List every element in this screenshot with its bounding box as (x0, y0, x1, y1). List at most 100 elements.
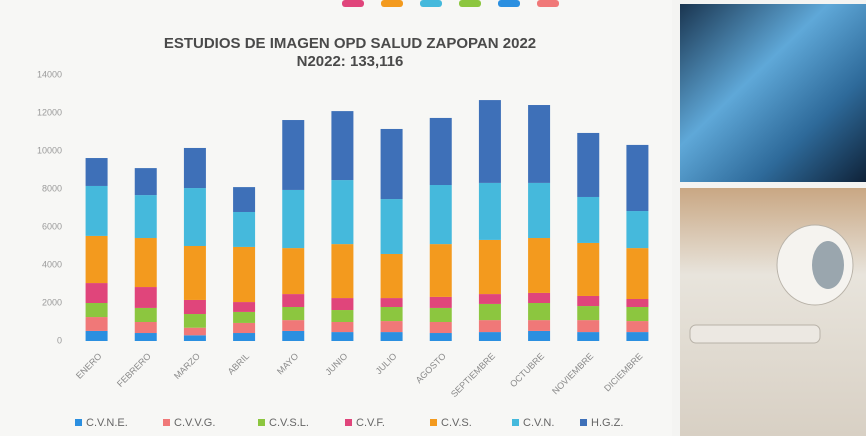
bar-segment (478, 100, 501, 183)
bar-segment (85, 330, 108, 341)
bar-segment (577, 332, 600, 341)
bar-segment (233, 246, 256, 303)
legend-swatch (258, 419, 265, 426)
bar-segment (478, 294, 501, 304)
chart-title: ESTUDIOS DE IMAGEN OPD SALUD ZAPOPAN 202… (164, 35, 536, 52)
bar-segment (134, 333, 157, 341)
bar-segment (528, 303, 551, 321)
ct-photo (680, 188, 866, 436)
bar-segment (134, 307, 157, 322)
ct-bore (812, 241, 844, 289)
bar-segment (331, 332, 354, 341)
bar-segment (331, 298, 354, 311)
bar-segment (626, 248, 649, 300)
legend-label: C.V.V.G. (174, 417, 215, 429)
bar-segment (429, 307, 452, 322)
decor-strip (342, 0, 559, 7)
bar-segment (85, 317, 108, 331)
bar-segment (380, 298, 403, 307)
bar-segment (282, 189, 305, 249)
bar-segment (85, 158, 108, 186)
bar-segment (134, 195, 157, 239)
legend-label: H.G.Z. (591, 417, 623, 429)
y-tick-label: 6000 (42, 221, 62, 231)
bar-segment (85, 235, 108, 284)
mri-photo (680, 4, 866, 182)
bar-segment (626, 332, 649, 341)
legend-swatch (430, 419, 437, 426)
bar-segment (331, 111, 354, 181)
bar-segment (331, 322, 354, 333)
y-tick-label: 4000 (42, 259, 62, 269)
legend-swatch (75, 419, 82, 426)
bar-segment (528, 330, 551, 341)
legend-label: C.V.F. (356, 417, 385, 429)
legend-label: C.V.N.E. (86, 417, 128, 429)
bar-segment (183, 188, 206, 246)
y-tick-label: 12000 (37, 107, 62, 117)
bar-segment (478, 303, 501, 321)
bar-segment (429, 117, 452, 186)
bar-segment (233, 302, 256, 312)
bar-segment (380, 199, 403, 254)
bar-segment (626, 306, 649, 322)
bar-segment (429, 296, 452, 308)
bar-segment (380, 306, 403, 322)
legend-swatch (345, 419, 352, 426)
bar-segment (233, 322, 256, 334)
bar-segment (331, 180, 354, 245)
bar-segment (528, 320, 551, 331)
bar-segment (331, 310, 354, 322)
bar-segment (134, 322, 157, 334)
bar-segment (183, 327, 206, 336)
bar-segment (478, 182, 501, 240)
bar-segment (626, 299, 649, 307)
legend-label: C.V.S.L. (269, 417, 309, 429)
bar-segment (85, 283, 108, 303)
bar-segment (183, 299, 206, 315)
bar-segment (577, 306, 600, 321)
bar-segment (577, 295, 600, 307)
bar-segment (282, 248, 305, 295)
bar-segment (429, 244, 452, 297)
legend-swatch (580, 419, 587, 426)
bar-segment (626, 321, 649, 333)
bar-segment (85, 303, 108, 318)
y-tick-label: 2000 (42, 297, 62, 307)
bar-segment (331, 244, 354, 299)
bar-segment (134, 238, 157, 288)
bar-segment (233, 333, 256, 341)
bar-segment (183, 246, 206, 300)
ct-table (689, 324, 821, 344)
bar-segment (528, 238, 551, 293)
bar-segment (429, 322, 452, 334)
bar-segment (577, 320, 600, 333)
legend-label: C.V.N. (523, 417, 554, 429)
bar-segment (233, 211, 256, 247)
bar-segment (282, 306, 305, 321)
bar-segment (380, 321, 403, 333)
bar-segment (478, 320, 501, 333)
bar-segment (528, 182, 551, 239)
y-tick-label: 14000 (37, 69, 62, 79)
bar-segment (478, 239, 501, 295)
bar-segment (429, 185, 452, 245)
bar-segment (183, 335, 206, 341)
bar-segment (183, 147, 206, 189)
bar-segment (380, 253, 403, 299)
y-tick-label: 8000 (42, 183, 62, 193)
bar-segment (478, 332, 501, 341)
legend-swatch (512, 419, 519, 426)
bar-segment (282, 320, 305, 331)
bar-segment (134, 287, 157, 308)
bar-segment (134, 168, 157, 196)
bar-segment (528, 105, 551, 183)
bar-segment (626, 211, 649, 249)
chart-subtitle: N2022: 133,116 (297, 53, 404, 70)
bar-segment (577, 132, 600, 197)
bar-segment (282, 294, 305, 307)
y-tick-label: 0 (57, 335, 62, 345)
bar-segment (429, 333, 452, 341)
bar-segment (577, 242, 600, 296)
